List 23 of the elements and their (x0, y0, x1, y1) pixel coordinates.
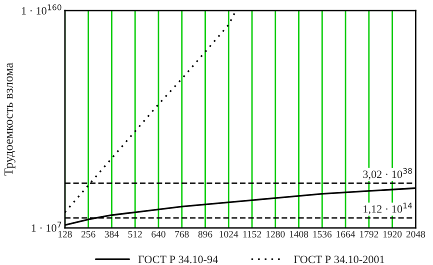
x-tick-label: 512 (128, 230, 142, 238)
x-tick-label: 1792 (360, 230, 378, 238)
annotation: 3,02 · 10$^{38}$ (363, 168, 412, 180)
x-tick-label: 256 (81, 230, 96, 238)
y-tick-label: 1 · 10$^{160}$ (22, 4, 62, 15)
x-tick-label: 128 (58, 230, 72, 238)
annotation: 1,12 · 10$^{14}$ (364, 202, 412, 214)
x-tick-label: 1664 (336, 230, 356, 238)
x-tick-label: 1280 (266, 230, 285, 238)
y-tick-label: 1 · 10$^{7}$ (32, 222, 62, 232)
legend-label: ГОСТ Р 34.10-94 (138, 256, 218, 264)
x-tick-label: 384 (104, 230, 119, 238)
x-tick-label: 640 (152, 230, 166, 238)
x-tick-label: 1024 (220, 230, 238, 238)
legend-label: ГОСТ Р 34.10-2001 (294, 256, 384, 264)
x-tick-label: 896 (198, 230, 212, 238)
y-axis-title: Трудоемкость взлома (4, 62, 16, 176)
x-tick-label: 1152 (243, 230, 262, 238)
x-tick-label: 1920 (383, 230, 402, 238)
x-tick-label: 768 (175, 230, 189, 238)
x-tick-label: 1536 (313, 230, 332, 238)
x-tick-label: 1408 (290, 230, 308, 238)
x-tick-label: 2048 (406, 230, 426, 238)
